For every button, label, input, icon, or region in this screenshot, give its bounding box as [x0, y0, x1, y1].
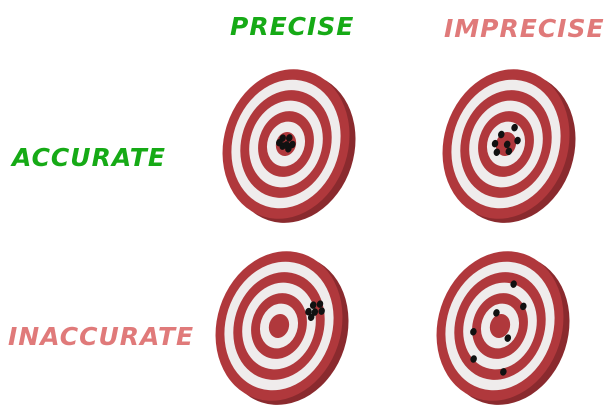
target-precise-accurate [222, 69, 356, 223]
inaccurate-row-label: INACCURATE [8, 322, 195, 351]
shot-hole [318, 307, 325, 315]
target-imprecise-inaccurate [436, 251, 570, 405]
shot-hole [500, 368, 507, 376]
bullseye [268, 314, 290, 338]
shot-hole [286, 134, 293, 142]
shot-hole [503, 140, 511, 149]
imprecise-column-label: IMPRECISE [444, 14, 605, 43]
target-precise-inaccurate [215, 251, 349, 405]
shot-hole [511, 123, 518, 132]
target-face [222, 69, 356, 223]
shot-hole [311, 308, 319, 316]
shot-hole [491, 139, 499, 148]
shot-hole [493, 148, 501, 156]
shot-hole [309, 301, 317, 309]
shot-hole [498, 130, 505, 139]
shot-hole [504, 334, 512, 342]
shot-hole [520, 302, 527, 311]
shot-hole [510, 280, 517, 288]
target-face [436, 251, 570, 405]
shot-hole [276, 138, 283, 147]
shot-hole [493, 309, 500, 317]
target-face [442, 69, 576, 223]
target-face [215, 251, 349, 405]
shot-hole [470, 355, 477, 363]
precise-column-label: PRECISE [230, 12, 355, 41]
shot-hole [514, 136, 521, 145]
shot-hole [316, 300, 324, 308]
bullseye [489, 314, 511, 338]
shot-hole [307, 313, 315, 322]
target-imprecise-accurate [442, 69, 576, 223]
shot-hole [470, 327, 477, 336]
shot-hole [505, 147, 513, 156]
shot-hole [283, 141, 290, 149]
accurate-row-label: ACCURATE [12, 143, 166, 172]
shot-hole [305, 307, 312, 316]
